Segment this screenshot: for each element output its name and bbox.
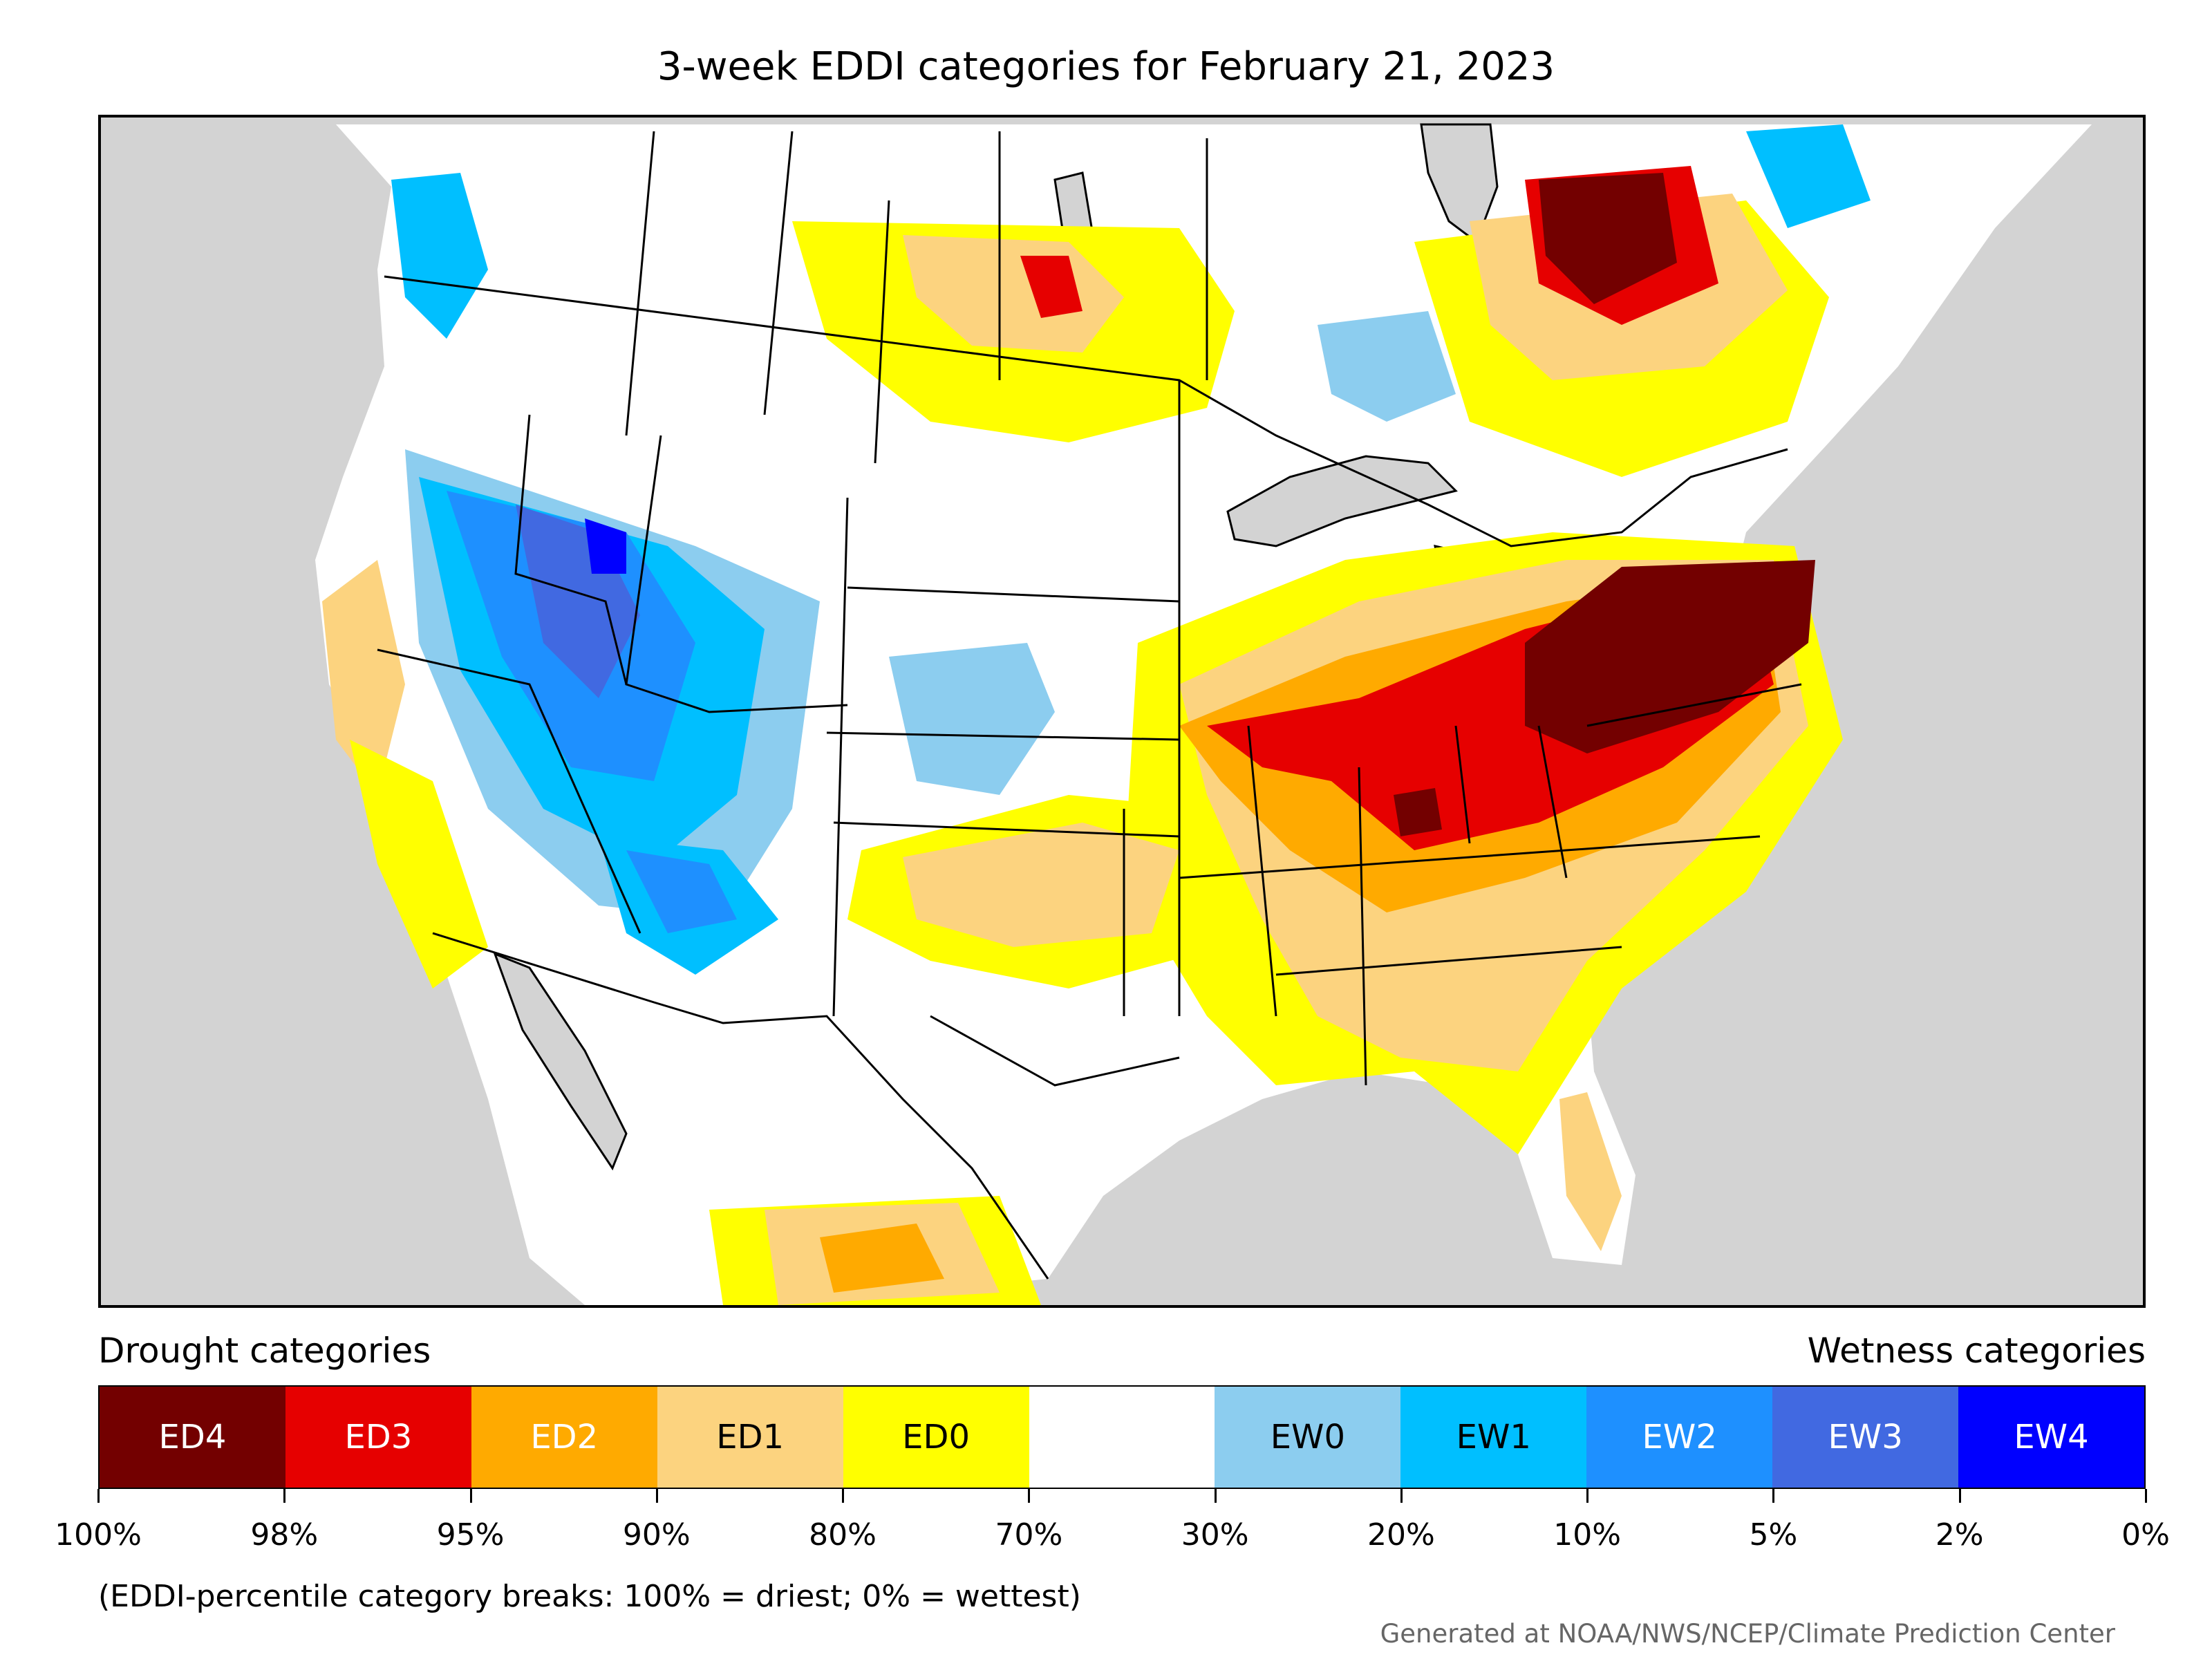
border-line-22 <box>763 131 794 415</box>
political-boundaries <box>377 131 1802 1280</box>
tick-label: 2% <box>1935 1517 1984 1553</box>
colorbar-cell-ew0: EW0 <box>1215 1387 1401 1488</box>
border-line-13 <box>1454 725 1471 844</box>
border-line-6 <box>847 586 1180 603</box>
drought-categories-heading: Drought categories <box>98 1331 431 1371</box>
category-colorbar: ED4 ED3 ED2 ED1 ED0 EW0 EW1 EW2 EW3 EW4 <box>98 1385 2146 1489</box>
border-line-1 <box>625 435 848 713</box>
colorbar-cell-ed2: ED2 <box>471 1387 657 1488</box>
border-line-21 <box>377 648 641 934</box>
colorbar-cell-ed1: ED1 <box>657 1387 843 1488</box>
tick-mark <box>1400 1489 1403 1503</box>
tick-label: 70% <box>995 1517 1063 1553</box>
ed1-region-florida <box>1559 1092 1622 1251</box>
tick-mark <box>1028 1489 1031 1503</box>
colorbar-cell-neutral <box>1029 1387 1215 1488</box>
tick-label: 95% <box>436 1517 505 1553</box>
category-regions <box>322 124 1871 1305</box>
tick-mark <box>469 1489 472 1503</box>
ed4-region-east <box>1525 560 1815 753</box>
border-line-16 <box>930 1015 1180 1087</box>
border-line-20 <box>625 131 655 436</box>
wetness-categories-heading: Wetness categories <box>1807 1331 2146 1371</box>
tick-label: 0% <box>2121 1517 2170 1553</box>
ew2-region-new-mexico <box>626 850 737 933</box>
ew4-region-nevada <box>585 518 626 574</box>
tick-mark <box>842 1489 845 1503</box>
border-line-11 <box>1179 835 1761 879</box>
border-line-4 <box>826 731 1180 741</box>
ew0-region-ontario <box>1318 311 1456 422</box>
colorbar-cell-ew4: EW4 <box>1958 1387 2144 1488</box>
ed4-region-quebec <box>1539 173 1677 304</box>
border-line-10 <box>1358 767 1367 1086</box>
border-line-14 <box>1537 725 1568 879</box>
ed0-region-california <box>350 740 488 988</box>
border-line-2 <box>514 414 628 685</box>
tick-label: 30% <box>1181 1517 1249 1553</box>
colorbar-cell-ew1: EW1 <box>1400 1387 1587 1488</box>
tick-mark <box>97 1489 100 1503</box>
colorbar-cell-ew3: EW3 <box>1772 1387 1959 1488</box>
tick-label: 98% <box>250 1517 319 1553</box>
border-line-17 <box>874 200 890 464</box>
tick-mark <box>1586 1489 1589 1503</box>
ed2-region-mexico <box>820 1224 944 1293</box>
ed4-region-kentucky <box>1394 788 1442 836</box>
colorbar-cell-ed4: ED4 <box>100 1387 285 1488</box>
tick-label: 5% <box>1749 1517 1798 1553</box>
map-title: 3-week EDDI categories for February 21, … <box>657 44 1555 89</box>
border-line-3 <box>832 497 849 1017</box>
source-credit: Generated at NOAA/NWS/NCEP/Climate Predi… <box>1380 1619 2115 1649</box>
tick-label: 100% <box>55 1517 142 1553</box>
tick-mark <box>655 1489 658 1503</box>
ed3-region-manitoba <box>1020 256 1082 318</box>
colorbar-cell-ed3: ED3 <box>285 1387 471 1488</box>
colorbar-ticks: 100% 98% 95% 90% 80% 70% 30% 20% 10% 5% 2% 0% <box>55 1489 2170 1558</box>
border-line-12 <box>1275 946 1622 976</box>
tick-mark <box>283 1489 286 1503</box>
colorbar-cell-ed0: ED0 <box>843 1387 1029 1488</box>
tick-label: 10% <box>1553 1517 1622 1553</box>
tick-mark <box>1772 1489 1775 1503</box>
category-breaks-note: (EDDI-percentile category breaks: 100% =… <box>98 1579 1081 1614</box>
ed1-region-south-plains <box>903 823 1179 947</box>
ew1-region-washington <box>391 173 488 339</box>
ew1-region-newfoundland <box>1746 124 1871 228</box>
tick-label: 80% <box>809 1517 877 1553</box>
tick-mark <box>2145 1489 2147 1503</box>
border-line-15 <box>1586 683 1802 727</box>
eddi-map <box>315 123 2092 1305</box>
tick-mark <box>1214 1489 1217 1503</box>
us-canada-border <box>384 275 1788 547</box>
gulf-of-california <box>493 952 628 1171</box>
border-line-7 <box>833 821 1180 838</box>
tick-label: 90% <box>622 1517 691 1553</box>
tick-label: 20% <box>1367 1517 1435 1553</box>
colorbar-cell-ew2: EW2 <box>1586 1387 1773 1488</box>
tick-mark <box>1958 1489 1961 1503</box>
map-panel <box>98 115 2146 1308</box>
ed1-region-west-coast <box>322 560 405 795</box>
ew0-region-colorado <box>889 643 1055 795</box>
lake-superior <box>1226 455 1458 547</box>
us-mexico-border <box>432 932 1049 1280</box>
